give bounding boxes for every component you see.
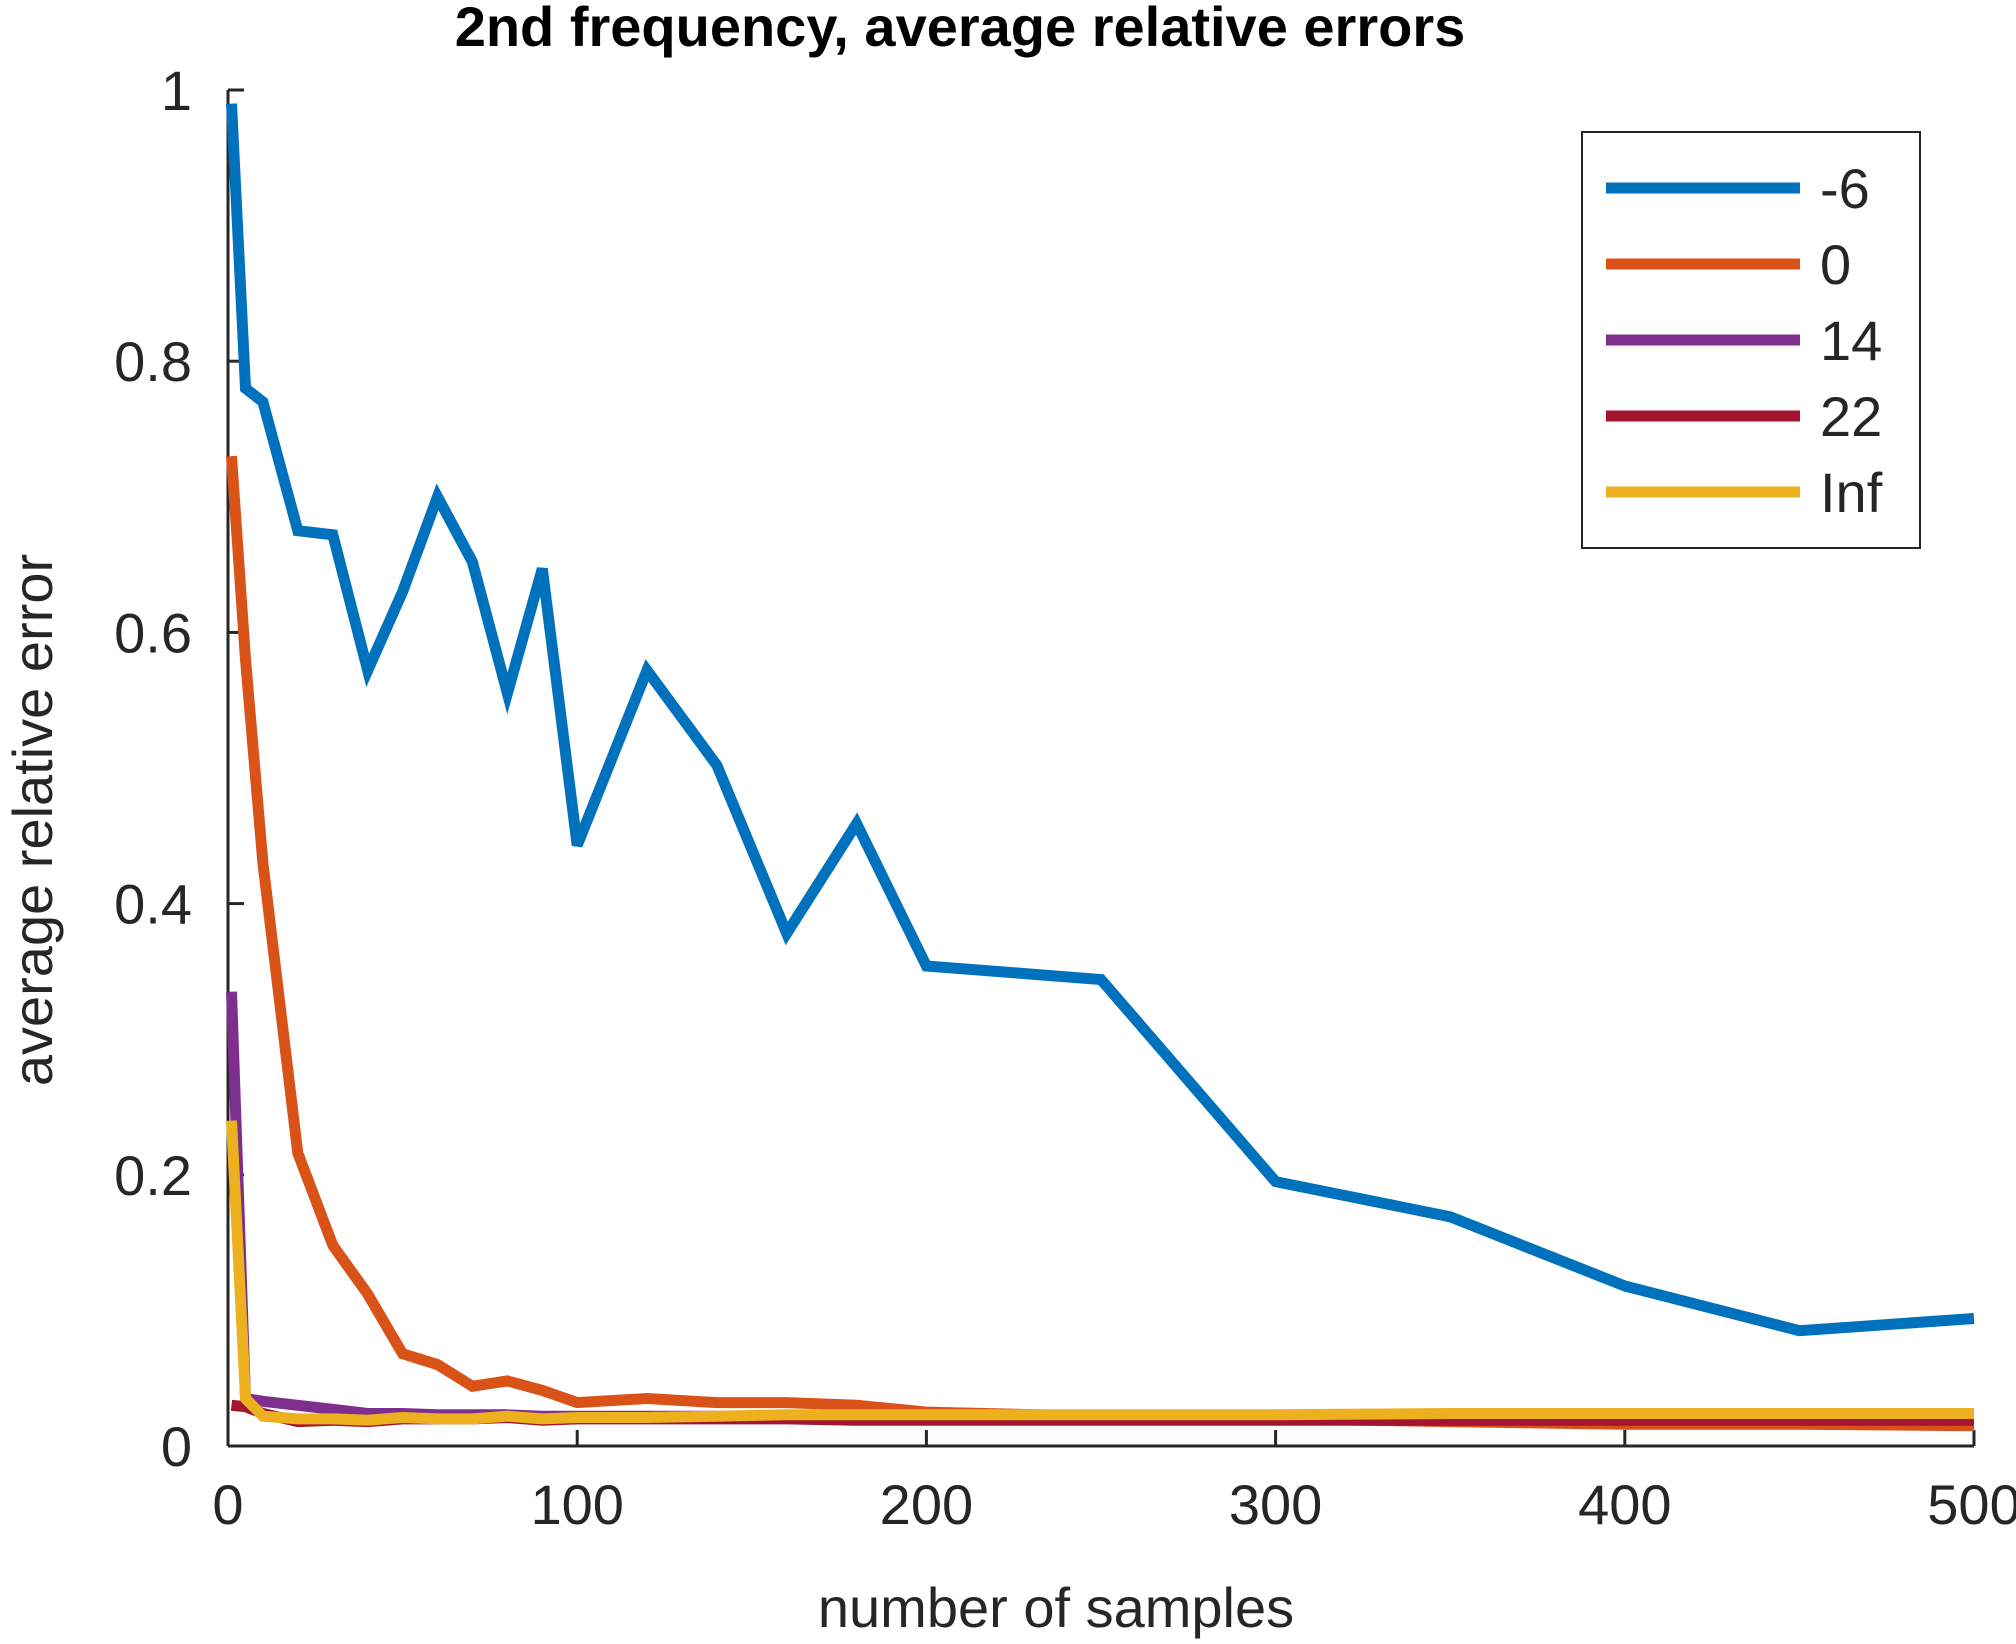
x-tick-label: 300 — [1229, 1473, 1322, 1536]
x-tick-label: 400 — [1578, 1473, 1671, 1536]
y-tick-label: 1 — [161, 59, 192, 122]
legend-items: -6 0 14 22 Inf — [1606, 157, 1883, 524]
y-axis-ticks: 0 0.2 0.4 0.6 0.8 1 — [114, 59, 244, 1478]
legend-label: -6 — [1820, 157, 1870, 220]
x-axis-label: number of samples — [818, 1576, 1294, 1639]
legend: -6 0 14 22 Inf — [1581, 131, 1921, 549]
x-axis-ticks: 0 100 200 300 400 500 — [212, 1430, 2016, 1536]
y-tick-label: 0.4 — [114, 873, 192, 936]
series-lines — [226, 103, 1975, 1432]
y-tick-label: 0.2 — [114, 1144, 192, 1207]
legend-label: 14 — [1820, 309, 1882, 372]
series-line-14 — [226, 991, 1974, 1422]
legend-label: 22 — [1820, 385, 1882, 448]
legend-label: 0 — [1820, 233, 1851, 296]
x-tick-label: 0 — [212, 1473, 243, 1536]
y-tick-label: 0.6 — [114, 601, 192, 664]
x-tick-label: 100 — [530, 1473, 623, 1536]
series-line-inf — [226, 1120, 1974, 1426]
x-tick-label: 500 — [1927, 1473, 2016, 1536]
chart-title: 2nd frequency, average relative errors — [455, 0, 1466, 58]
y-tick-label: 0 — [161, 1415, 192, 1478]
y-tick-label: 0.8 — [114, 330, 192, 393]
x-tick-label: 200 — [880, 1473, 973, 1536]
plot-area: 0 100 200 300 400 500 0 0.2 0.4 0.6 0.8 1 — [114, 59, 2016, 1536]
series-line-0 — [226, 455, 1975, 1432]
y-axis-label: average relative error — [1, 554, 64, 1086]
legend-label: Inf — [1820, 461, 1883, 524]
series-line-6 — [226, 103, 1975, 1337]
